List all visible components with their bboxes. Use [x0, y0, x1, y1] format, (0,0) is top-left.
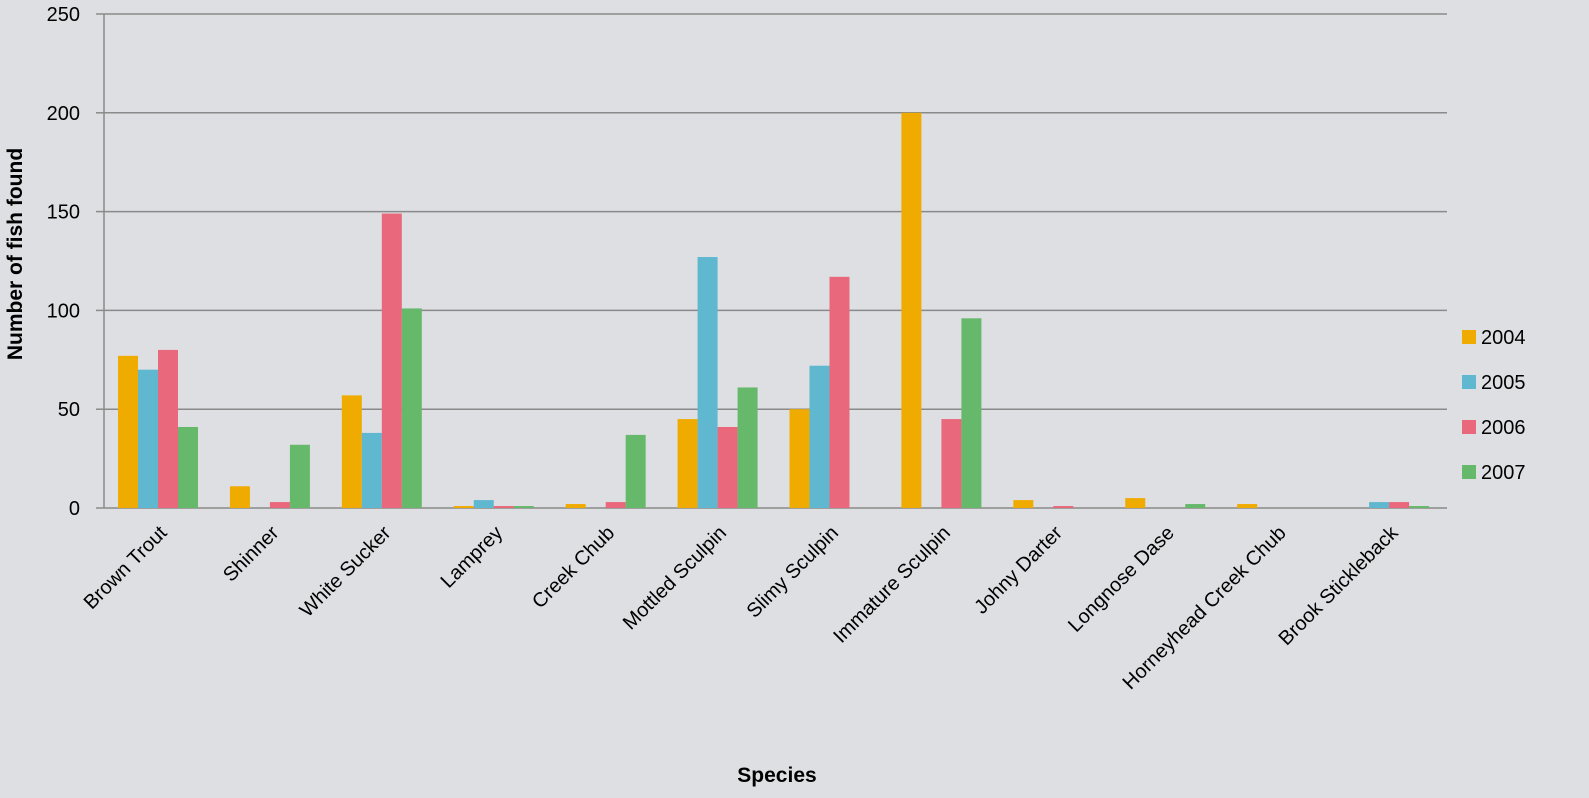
bar-2007-3: [513, 506, 534, 508]
bar-2006-4: [605, 502, 626, 508]
bar-2005-6: [809, 365, 830, 508]
bar-2006-5: [717, 426, 738, 508]
y-tick-label: 100: [47, 300, 80, 322]
bar-2004-6: [789, 409, 810, 508]
bar-2004-10: [1237, 504, 1258, 508]
bar-2007-7: [961, 318, 982, 508]
legend-label: 2006: [1481, 417, 1526, 439]
bar-2004-1: [229, 486, 250, 508]
legend-swatch-2004: [1462, 330, 1476, 344]
bar-2006-8: [1053, 506, 1074, 508]
bar-2007-2: [401, 308, 422, 508]
bar-2004-5: [677, 419, 698, 508]
x-category-label: Creek Chub: [528, 522, 619, 613]
bar-2005-3: [473, 500, 494, 508]
x-axis-categories: Brown Trout Shinner White Sucker Lamprey Cre…: [80, 521, 1404, 694]
bar-2004-4: [565, 504, 586, 508]
legend-swatch-2007: [1462, 465, 1476, 479]
bar-2005-0: [138, 369, 158, 508]
y-tick-label: 50: [58, 399, 80, 421]
bar-2004-8: [1013, 500, 1034, 508]
bar-2007-0: [178, 426, 198, 508]
bar-2007-9: [1185, 504, 1206, 508]
y-axis-title: Number of fish found: [4, 148, 27, 360]
legend: 2004 2005 2006 2007: [1462, 327, 1526, 484]
x-category-label: Immature Sculpin: [829, 522, 955, 648]
x-category-label: Slimy Sculpin: [743, 522, 843, 622]
bar-2004-3: [453, 506, 474, 508]
x-category-label: Shinner: [219, 522, 284, 587]
bar-2007-11: [1409, 506, 1430, 508]
legend-label: 2007: [1481, 462, 1526, 484]
bar-2006-11: [1389, 502, 1410, 508]
bar-2005-5: [697, 257, 718, 508]
bar-2004-0: [118, 355, 138, 508]
legend-label: 2004: [1481, 327, 1526, 349]
bar-2006-7: [941, 419, 962, 508]
bar-2004-2: [341, 395, 362, 508]
x-axis-title: Species: [737, 764, 816, 787]
bar-2006-2: [381, 213, 402, 509]
gridlines: [96, 13, 1447, 509]
y-tick-label: 150: [47, 202, 80, 224]
bar-2006-1: [269, 502, 290, 508]
bar-2005-11: [1369, 502, 1390, 508]
bars: [118, 112, 1430, 509]
bar-2006-3: [493, 506, 514, 508]
bar-2007-4: [625, 434, 646, 508]
y-axis-ticks: 0 50 100 150 200 250: [47, 4, 80, 520]
x-category-label: Lamprey: [437, 522, 508, 593]
bar-2006-0: [158, 349, 178, 508]
x-category-label: Brown Trout: [80, 522, 172, 614]
bar-2004-9: [1125, 498, 1146, 508]
bar-2004-7: [901, 112, 922, 509]
x-category-label: Johny Darter: [970, 522, 1067, 619]
x-category-label: White Sucker: [296, 522, 396, 622]
y-tick-label: 0: [69, 498, 80, 520]
y-tick-label: 200: [47, 103, 80, 125]
y-tick-label: 250: [47, 4, 80, 26]
legend-swatch-2005: [1462, 375, 1476, 389]
legend-swatch-2006: [1462, 420, 1476, 434]
legend-label: 2005: [1481, 372, 1526, 394]
x-category-label: Brook Stickleback: [1275, 521, 1404, 650]
bar-2005-2: [361, 432, 382, 508]
bar-2007-5: [737, 387, 758, 508]
x-category-label: Mottled Sculpin: [619, 522, 731, 634]
bar-2007-1: [289, 444, 310, 508]
bar-2006-6: [829, 276, 850, 508]
x-category-label: Longnose Dase: [1064, 522, 1179, 637]
